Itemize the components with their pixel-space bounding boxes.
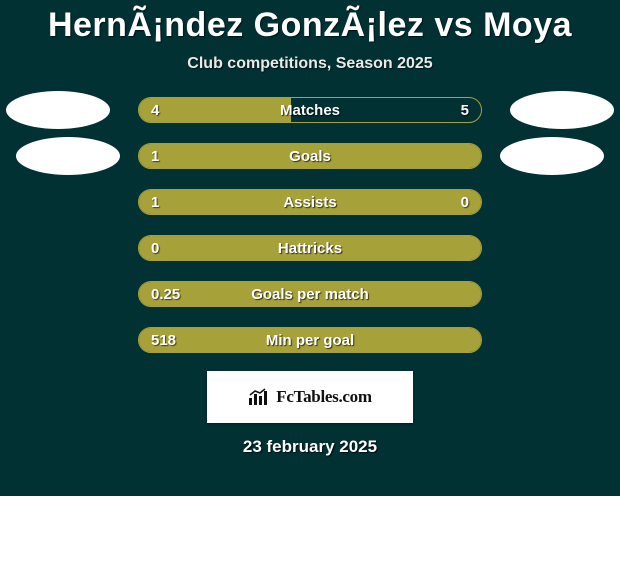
brand-label: FcTables.com — [276, 387, 371, 407]
stat-bar: 1Goals — [138, 143, 482, 169]
player-avatar-left — [6, 91, 110, 129]
stat-value-left: 4 — [151, 98, 159, 122]
brand-banner[interactable]: FcTables.com — [207, 371, 413, 423]
stat-bar: 45Matches — [138, 97, 482, 123]
stat-value-left: 518 — [151, 328, 176, 352]
stat-row: 518Min per goal — [0, 327, 620, 353]
stat-row: 1Goals — [0, 143, 620, 169]
stat-row: 45Matches — [0, 97, 620, 123]
stat-bar: 518Min per goal — [138, 327, 482, 353]
bar-fill-left — [139, 98, 291, 122]
bar-fill-right — [291, 98, 481, 122]
stat-bar: 10Assists — [138, 189, 482, 215]
stat-bar: 0.25Goals per match — [138, 281, 482, 307]
stat-value-right: 0 — [461, 190, 469, 214]
page-title: HernÃ¡ndez GonzÃ¡lez vs Moya — [0, 6, 620, 45]
bar-fill-left — [139, 282, 481, 306]
stat-value-left: 1 — [151, 144, 159, 168]
page-subtitle: Club competitions, Season 2025 — [0, 55, 620, 73]
player-avatar-left — [16, 137, 120, 175]
bar-fill-left — [139, 328, 481, 352]
stat-row: 10Assists — [0, 189, 620, 215]
stat-value-right: 5 — [461, 98, 469, 122]
bar-fill-left — [139, 144, 481, 168]
stat-row: 0Hattricks — [0, 235, 620, 261]
stat-value-left: 0.25 — [151, 282, 180, 306]
bar-fill-left — [139, 190, 402, 214]
comparison-card: HernÃ¡ndez GonzÃ¡lez vs Moya Club compet… — [0, 0, 620, 496]
player-avatar-right — [500, 137, 604, 175]
player-avatar-right — [510, 91, 614, 129]
chart-icon — [248, 388, 270, 406]
stat-rows: 45Matches1Goals10Assists0Hattricks0.25Go… — [0, 97, 620, 353]
footer-date: 23 february 2025 — [0, 437, 620, 457]
bar-fill-right — [402, 190, 481, 214]
stat-value-left: 1 — [151, 190, 159, 214]
stat-row: 0.25Goals per match — [0, 281, 620, 307]
stat-value-left: 0 — [151, 236, 159, 260]
stat-bar: 0Hattricks — [138, 235, 482, 261]
bar-fill-left — [139, 236, 481, 260]
